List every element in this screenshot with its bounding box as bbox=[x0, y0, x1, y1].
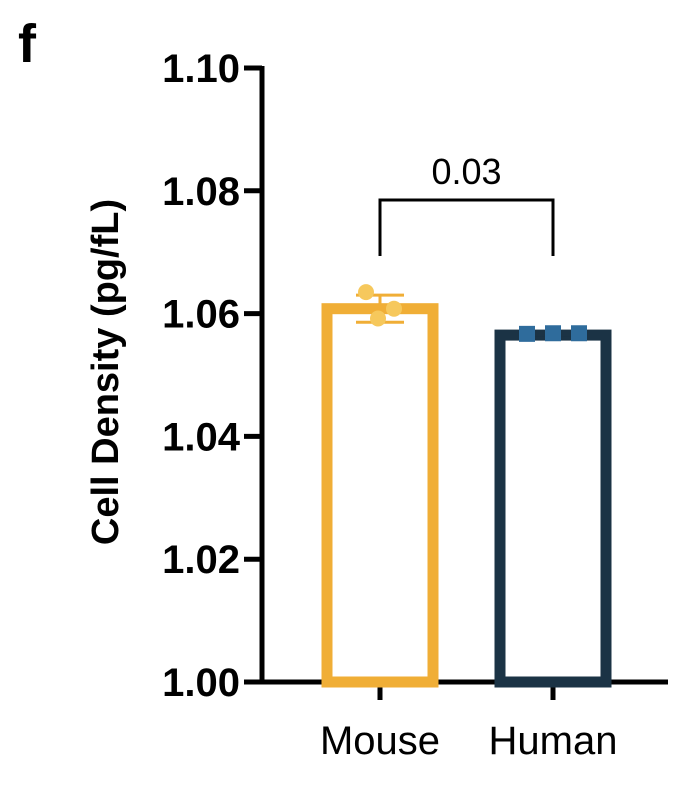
bar-human bbox=[494, 329, 612, 688]
data-points bbox=[358, 284, 587, 342]
x-tick-label-human: Human bbox=[489, 719, 618, 763]
data-point bbox=[571, 325, 587, 342]
significance-bracket bbox=[378, 198, 555, 256]
x-axis: Mouse Human bbox=[260, 679, 668, 763]
x-tick-label-mouse: Mouse bbox=[320, 719, 440, 763]
y-axis-title: Cell Density (pg/fL) bbox=[85, 199, 127, 545]
data-point bbox=[386, 300, 402, 317]
significance-label: 0.03 bbox=[431, 151, 501, 192]
y-tick-label: 1.08 bbox=[162, 170, 240, 214]
y-tick-label: 1.06 bbox=[162, 293, 240, 337]
bar-mouse bbox=[321, 303, 439, 688]
y-tick-label: 1.10 bbox=[162, 47, 240, 91]
data-point bbox=[519, 325, 535, 342]
panel-letter: f bbox=[18, 14, 37, 74]
annotations: 0.03 bbox=[378, 151, 555, 256]
y-tick-label: 1.04 bbox=[162, 415, 241, 459]
bars bbox=[321, 303, 612, 688]
y-tick-label: 1.02 bbox=[162, 538, 240, 582]
data-point bbox=[545, 325, 561, 342]
data-point bbox=[358, 284, 374, 301]
y-axis: 1.00 1.02 1.04 1.06 1.08 1.10 bbox=[162, 47, 265, 705]
y-tick-label: 1.00 bbox=[162, 661, 240, 705]
data-point bbox=[370, 310, 386, 327]
